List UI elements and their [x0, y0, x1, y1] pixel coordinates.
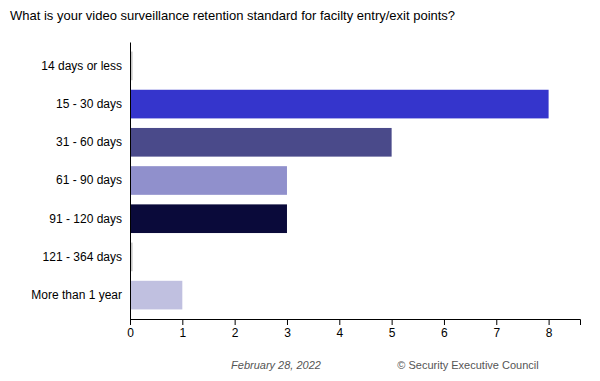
- bar: [130, 204, 287, 233]
- x-tick: 8: [546, 319, 553, 340]
- chart-svg: What is your video surveillance retentio…: [0, 0, 600, 381]
- y-tick: 14 days or less: [41, 59, 130, 73]
- x-tick-mark: [392, 319, 393, 325]
- x-tick-mark: [549, 319, 550, 325]
- y-tick: 61 - 90 days: [56, 173, 130, 187]
- y-tick-label: 15 - 30 days: [56, 97, 122, 111]
- y-axis-line: [130, 43, 131, 320]
- bar: [130, 166, 287, 195]
- x-axis: 0 1 2 3 4 5 6 7 8: [127, 319, 580, 340]
- x-tick-label: 0: [127, 326, 134, 340]
- x-tick: 1: [179, 319, 186, 340]
- y-tick: 15 - 30 days: [56, 97, 130, 111]
- y-tick-label: 61 - 90 days: [56, 173, 122, 187]
- y-tick: 121 - 364 days: [43, 250, 130, 264]
- bar: [130, 281, 182, 310]
- chart-container: What is your video surveillance retentio…: [0, 0, 600, 381]
- footer-note: © Security Executive Council: [397, 359, 538, 371]
- x-tick: 0: [127, 319, 134, 340]
- x-tick: 4: [336, 319, 343, 340]
- x-tick-label: 7: [493, 326, 500, 340]
- y-tick-label: 31 - 60 days: [56, 135, 122, 149]
- x-tick: 7: [493, 319, 500, 340]
- y-tick-label: 121 - 364 days: [43, 250, 122, 264]
- y-tick-label: More than 1 year: [31, 288, 122, 302]
- y-tick: 91 - 120 days: [49, 212, 130, 226]
- bar: [130, 128, 392, 157]
- x-tick-label: 5: [389, 326, 396, 340]
- bars: [130, 52, 549, 310]
- x-tick-mark: [235, 319, 236, 325]
- x-tick-mark: [182, 319, 183, 325]
- x-tick-label: 3: [284, 326, 291, 340]
- x-tick-label: 8: [546, 326, 553, 340]
- y-tick-label: 91 - 120 days: [49, 212, 122, 226]
- x-tick-label: 1: [179, 326, 186, 340]
- x-tick: 3: [284, 319, 291, 340]
- x-tick: 2: [232, 319, 239, 340]
- x-tick-label: 6: [441, 326, 448, 340]
- x-tick-mark: [496, 319, 497, 325]
- bar: [130, 90, 549, 119]
- x-tick-label: 2: [232, 326, 239, 340]
- x-tick-mark: [287, 319, 288, 325]
- background: [0, 0, 600, 381]
- y-tick: 31 - 60 days: [56, 135, 130, 149]
- x-tick-mark: [339, 319, 340, 325]
- x-tick: 6: [441, 319, 448, 340]
- y-tick-label: 14 days or less: [41, 59, 122, 73]
- plot: 0 1 2 3 4 5 6 7 8 14 days or less 15 - 30 days 31 -…: [31, 43, 580, 340]
- x-axis-line: [131, 320, 581, 326]
- x-tick-label: 4: [336, 326, 343, 340]
- footer-note: February 28, 2022: [231, 359, 321, 371]
- x-tick: 5: [389, 319, 396, 340]
- x-tick-mark: [130, 319, 131, 325]
- x-tick-mark: [444, 319, 445, 325]
- title: What is your video surveillance retentio…: [10, 8, 455, 23]
- y-tick: More than 1 year: [31, 288, 130, 302]
- y-axis: 14 days or less 15 - 30 days 31 - 60 days 6…: [31, 43, 130, 320]
